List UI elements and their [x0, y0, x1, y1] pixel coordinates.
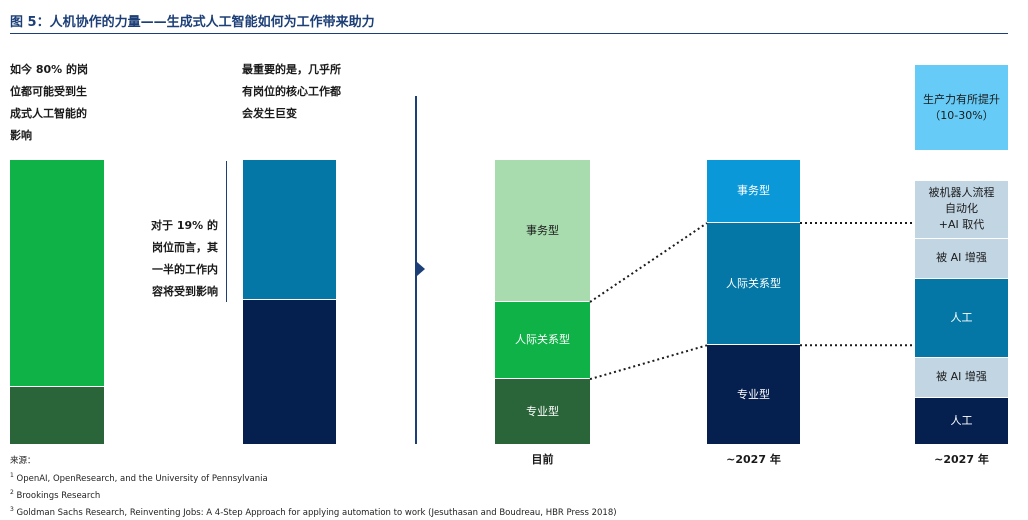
stack-bar-2027-breakdown: 生产力有所提升 （10-30%） 被机器人流程 自动化 +AI 取代被 AI 增强… — [915, 65, 1008, 444]
current-segment-0: 事务型 — [495, 160, 590, 301]
current-segment-1: 人际关系型 — [495, 302, 590, 379]
annotation-80-percent: 如今 80% 的岗 位都可能受到生 成式人工智能的 影响 — [10, 63, 88, 142]
title-divider — [10, 33, 1008, 34]
left-bar-core-segment-0 — [243, 160, 336, 299]
page-title: 图 5：人机协作的力量——生成式人工智能如何为工作带来助力 — [10, 15, 375, 30]
x-label-2027-breakdown: ~2027 年 — [934, 453, 989, 466]
annotation-19-percent: 对于 19% 的 岗位而言，其 一半的工作内 容将受到影响 — [151, 219, 218, 298]
connector-line-upper — [589, 222, 708, 303]
source-3: 3 Goldman Sachs Research, Reinventing Jo… — [10, 506, 617, 518]
y2027-breakdown-segment-5: 人工 — [915, 397, 1008, 444]
annotation-core-work-change: 最重要的是，几乎所 有岗位的核心工作都 会发生巨变 — [242, 63, 341, 120]
source-2: 2 Brookings Research — [10, 488, 101, 501]
connector-line-lower — [589, 344, 708, 381]
left-bar-core-segment-1 — [243, 299, 336, 444]
sources-notes: 来源： 1 OpenAI, OpenResearch, and the Univ… — [10, 454, 617, 520]
y2027-breakdown-segment-4: 被 AI 增强 — [915, 357, 1008, 397]
sources-heading: 来源： — [10, 456, 36, 466]
current-segment-2: 专业型 — [495, 379, 590, 444]
y2027-segment-2: 专业型 — [707, 345, 800, 444]
x-label-2027: ~2027 年 — [726, 453, 781, 466]
y2027-breakdown-segment-3: 人工 — [915, 278, 1008, 357]
left-bar-core-work — [243, 160, 336, 444]
y2027-segment-0: 事务型 — [707, 160, 800, 223]
stack-bar-current: 事务型 人际关系型 专业型 — [495, 160, 590, 444]
left-bar-80-segment-1 — [10, 387, 104, 444]
left-bar-80-segment-0 — [10, 160, 104, 387]
left-bar-80-percent — [10, 160, 104, 444]
x-label-current: 目前 — [531, 453, 554, 466]
stack-bar-2027: 事务型 人际关系型 专业型 — [707, 160, 800, 444]
y2027-breakdown-segment-2: 被 AI 增强 — [915, 238, 1008, 278]
bracket-line — [226, 161, 227, 302]
source-1: 1 OpenAI, OpenResearch, and the Universi… — [10, 471, 268, 484]
y2027-segment-1: 人际关系型 — [707, 223, 800, 345]
section-divider — [415, 96, 417, 444]
y2027-breakdown-segment-0: 生产力有所提升 （10-30%） — [915, 65, 1008, 151]
y2027-breakdown-segment-1: 被机器人流程 自动化 +AI 取代 — [915, 181, 1008, 238]
